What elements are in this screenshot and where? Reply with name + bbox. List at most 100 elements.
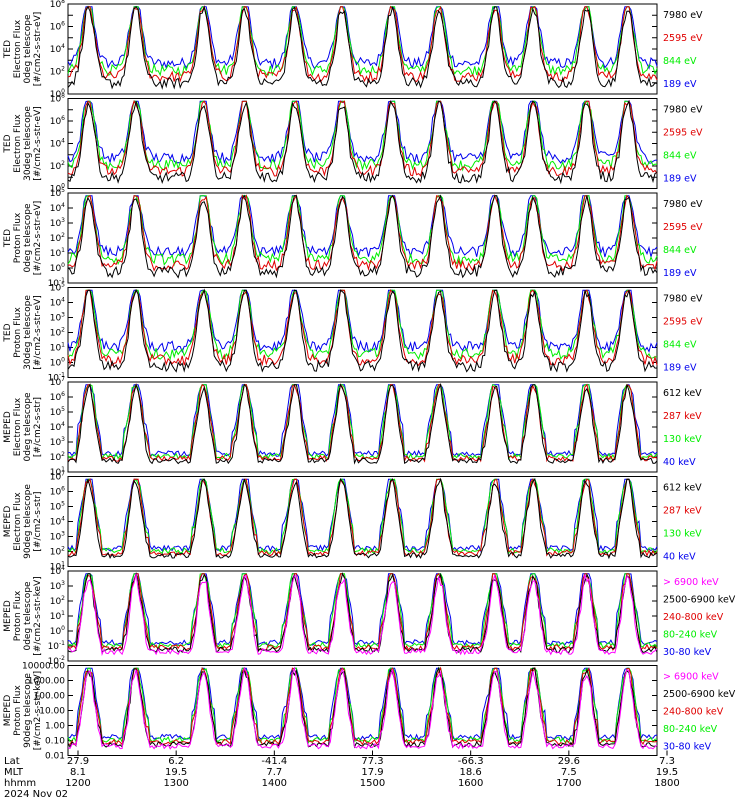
legend-entry: > 6900 keV — [663, 577, 719, 588]
x-tick-label-lat: 77.3 — [361, 756, 383, 767]
y-tick-label: 103 — [50, 580, 65, 592]
legend-entry: 612 keV — [663, 388, 702, 399]
y-axis-label: [#/cm2-s-str-eV] — [33, 295, 43, 370]
legend-entry: 80-240 keV — [663, 630, 718, 641]
y-tick-label: 100 — [50, 262, 65, 274]
series-trace-magenta — [67, 666, 658, 750]
y-axis-label: Electron Flux — [13, 19, 23, 78]
y-tick-label: 104 — [50, 516, 65, 528]
legend-entry: 287 keV — [663, 506, 702, 517]
y-axis-label: TED — [3, 134, 13, 153]
series-trace-red — [67, 572, 658, 652]
legend-entry: > 6900 keV — [663, 672, 719, 683]
y-tick-label: 100 — [50, 625, 65, 637]
y-tick-label: 1000.00 — [28, 677, 65, 687]
series-trace-green — [67, 383, 658, 461]
y-axis-label: 0deg telescope — [23, 581, 33, 651]
y-tick-label: 103 — [50, 436, 65, 448]
legend-entry: 612 keV — [663, 483, 702, 494]
x-tick-label-mlt: 7.5 — [561, 767, 577, 778]
y-axis-label: Electron Flux — [13, 114, 23, 173]
series-trace-red — [67, 666, 658, 746]
panel-frame — [67, 192, 658, 284]
y-tick-label: 104 — [50, 297, 65, 309]
y-tick-label: 102 — [50, 160, 65, 172]
y-axis-label: TED — [3, 229, 13, 248]
legend-entry: 189 eV — [663, 363, 697, 374]
series-trace-blue — [67, 667, 658, 741]
y-tick-label: 102 — [50, 66, 65, 78]
y-tick-label: 106 — [50, 486, 65, 498]
y-axis-label: [#/cm2-s-str-keV] — [33, 576, 43, 655]
y-tick-label: 100 — [50, 357, 65, 369]
y-tick-label: 0.01 — [45, 752, 65, 762]
y-tick-label: 101 — [50, 610, 65, 622]
legend-entry: 844 eV — [663, 340, 697, 351]
y-tick-label: 102 — [50, 451, 65, 463]
y-axis-label: MEPED — [3, 695, 13, 727]
series-trace-black — [67, 666, 658, 749]
y-tick-label: 102 — [50, 327, 65, 339]
series-trace-green — [67, 195, 658, 267]
y-axis-label: Electron Flux — [13, 397, 23, 456]
y-tick-label: 108 — [50, 0, 65, 10]
legend-entry: 844 eV — [663, 151, 697, 162]
y-tick-label: 102 — [50, 546, 65, 558]
legend-entry: 287 keV — [663, 411, 702, 422]
y-tick-label: 104 — [50, 138, 65, 150]
series-trace-green — [67, 100, 658, 172]
xaxis-row-label-mlt: MLT — [4, 767, 24, 778]
series-trace-black — [67, 194, 658, 279]
legend-entry: 2595 eV — [663, 33, 703, 44]
x-tick-label-mlt: 18.6 — [460, 767, 482, 778]
series-trace-red — [67, 194, 658, 272]
series-trace-black — [67, 5, 658, 90]
y-axis-label: [#/cm2-s-str-eV] — [33, 201, 43, 276]
y-tick-label: 0.10 — [45, 737, 65, 747]
y-axis-label: [#/cm2-s-str] — [33, 397, 43, 457]
x-tick-label-lat: -41.4 — [261, 756, 287, 767]
series-trace-black — [67, 99, 658, 185]
y-tick-label: 10000.00 — [22, 662, 65, 672]
y-tick-label: 104 — [50, 421, 65, 433]
y-axis-label: TED — [3, 40, 13, 59]
series-trace-blue — [67, 100, 658, 165]
x-tick-label-lat: 7.3 — [659, 756, 675, 767]
legend-entry: 30-80 keV — [663, 742, 712, 753]
legend-entry: 189 eV — [663, 174, 697, 185]
series-trace-red — [67, 5, 658, 84]
y-tick-label: 101 — [50, 342, 65, 354]
y-tick-label: 106 — [50, 21, 65, 33]
x-tick-label-hhmm: 1200 — [65, 778, 90, 789]
x-tick-label-lat: 6.2 — [168, 756, 184, 767]
legend-entry: 2500-6900 keV — [663, 689, 736, 700]
legend-entry: 40 keV — [663, 552, 696, 563]
x-tick-label-hhmm: 1300 — [163, 778, 188, 789]
legend-entry: 7980 eV — [663, 10, 703, 21]
x-tick-label-mlt: 7.7 — [266, 767, 282, 778]
x-tick-label-lat: 29.6 — [558, 756, 580, 767]
series-trace-blue — [67, 573, 658, 647]
y-axis-label: 90deg telescope — [23, 484, 33, 559]
legend-entry: 240-800 keV — [663, 707, 724, 718]
y-tick-label: 106 — [50, 391, 65, 403]
y-axis-label: 30deg telescope — [23, 106, 33, 181]
series-trace-black — [67, 382, 658, 465]
x-tick-label-hhmm: 1600 — [458, 778, 483, 789]
y-tick-label: 104 — [50, 43, 65, 55]
x-tick-label-mlt: 19.5 — [165, 767, 187, 778]
legend-entry: 844 eV — [663, 245, 697, 256]
series-trace-black — [67, 288, 658, 373]
series-trace-blue — [67, 384, 658, 458]
y-axis-label: Proton Flux — [13, 307, 23, 358]
y-tick-label: 106 — [50, 115, 65, 127]
y-axis-label: 0deg telescope — [23, 14, 33, 84]
y-tick-label: 100.00 — [34, 692, 66, 702]
x-tick-label-mlt: 19.5 — [656, 767, 678, 778]
series-trace-red — [67, 477, 658, 557]
y-tick-label: 101 — [50, 247, 65, 259]
series-trace-blue — [67, 6, 658, 70]
y-axis-label: [#/cm2-s-str] — [33, 491, 43, 551]
x-axis-labels: Lat MLT hhmm 2024 Nov 02 27.98.112006.21… — [4, 750, 680, 800]
